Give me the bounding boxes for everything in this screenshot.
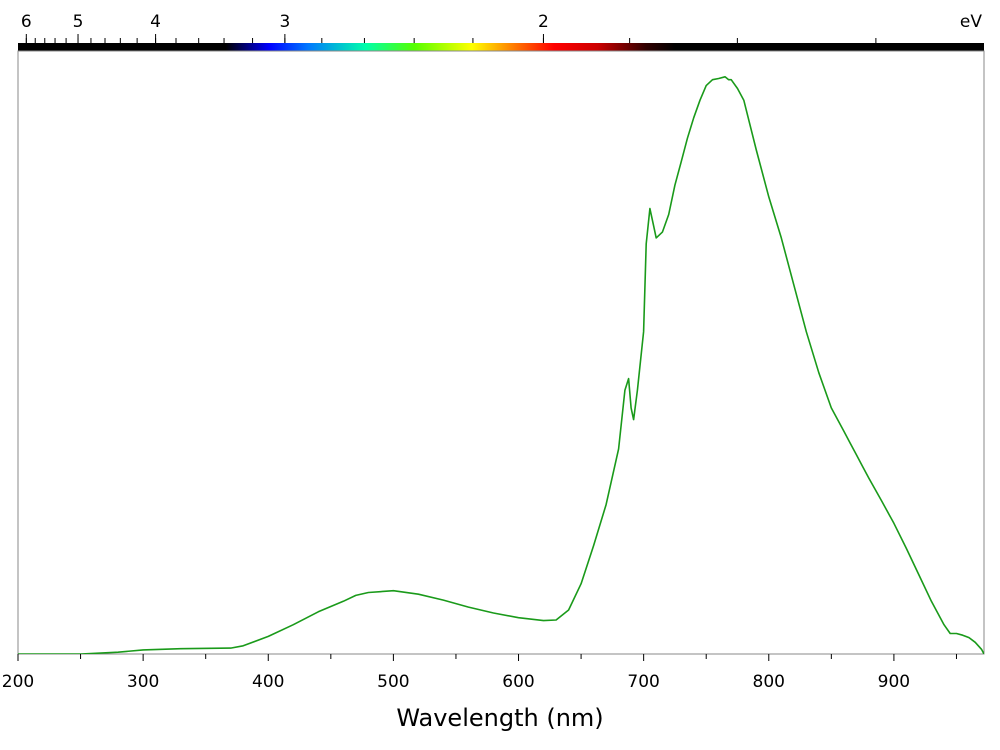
x-tick-label: 600 xyxy=(502,672,534,692)
top-tick-label: 5 xyxy=(73,12,84,32)
x-axis-title: Wavelength (nm) xyxy=(396,704,603,732)
series-line xyxy=(18,76,984,654)
top-tick-label: 6 xyxy=(21,12,32,32)
x-tick-label: 200 xyxy=(2,672,34,692)
top-tick-label: 3 xyxy=(279,12,290,32)
top-tick-label: 2 xyxy=(538,12,549,32)
spectrum-bar xyxy=(18,43,984,51)
x-tick-label: 500 xyxy=(377,672,409,692)
top-energy-axis: 6 5 4 3 2 eV xyxy=(21,12,982,43)
x-tick-label: 300 xyxy=(127,672,159,692)
top-tick-label: 4 xyxy=(150,12,161,32)
x-axis: 200 300 400 500 600 700 800 900 xyxy=(2,654,957,692)
plot-frame xyxy=(17,50,985,655)
x-tick-label: 400 xyxy=(252,672,284,692)
x-tick-label: 900 xyxy=(878,672,910,692)
x-tick-label: 700 xyxy=(627,672,659,692)
x-tick-label: 800 xyxy=(753,672,785,692)
series-layer xyxy=(18,76,984,654)
top-axis-unit: eV xyxy=(960,12,982,32)
